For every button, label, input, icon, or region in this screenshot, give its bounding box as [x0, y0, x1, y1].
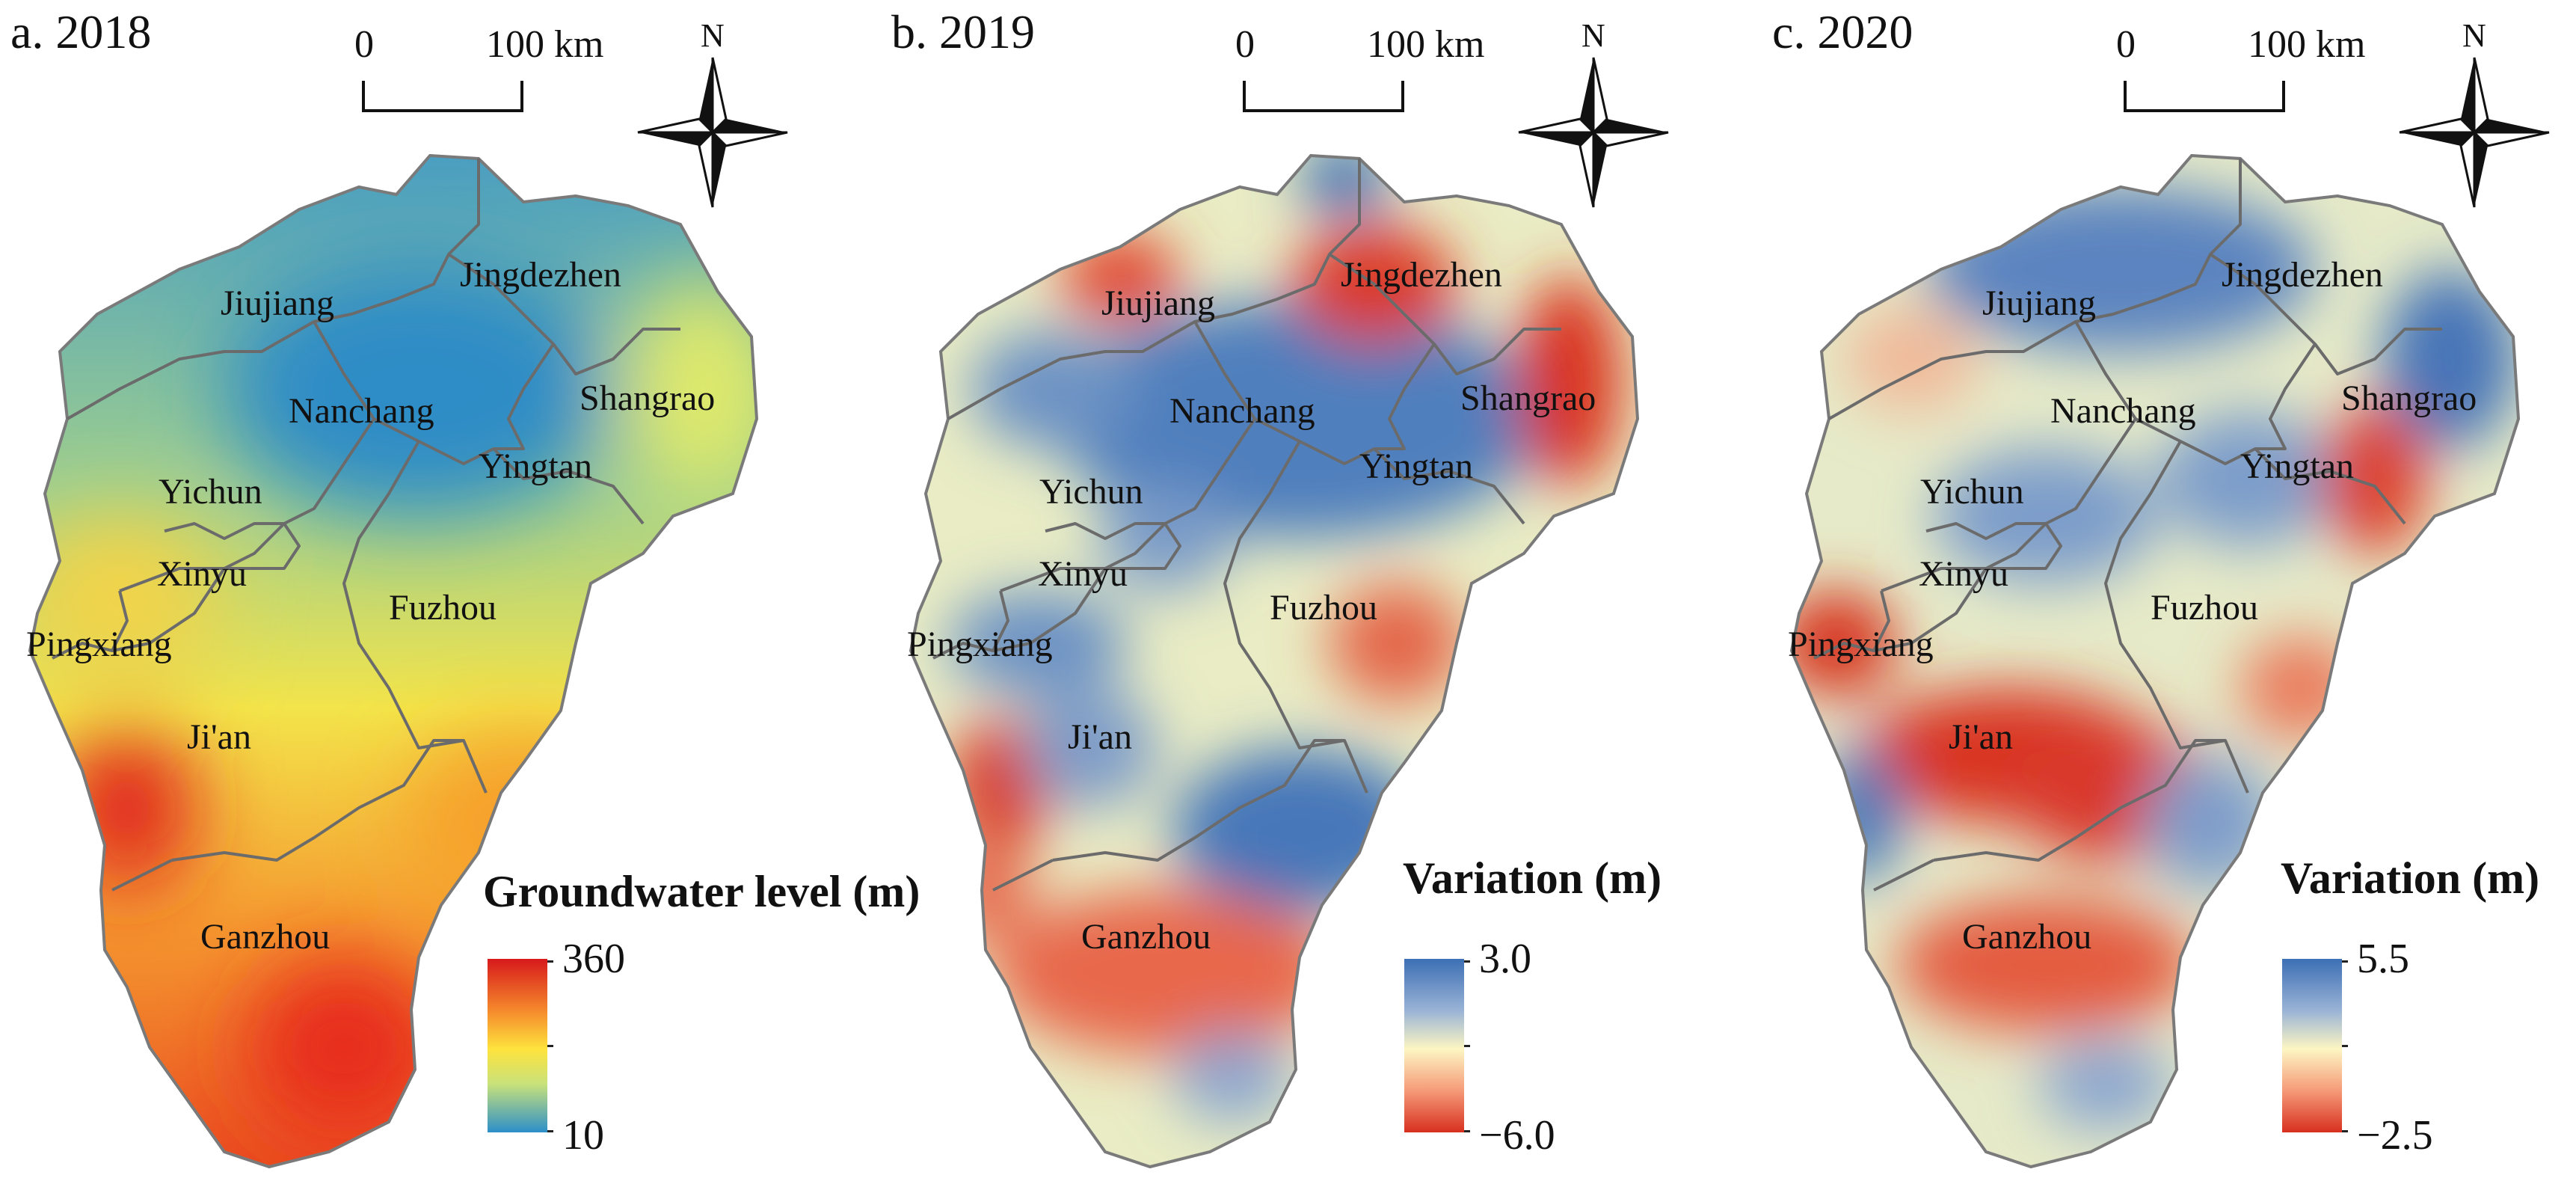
city-label-xinyu: Xinyu [1038, 554, 1128, 594]
scale-zero-label: 0 [1235, 23, 1255, 66]
legend-color-ramp [2282, 959, 2342, 1132]
city-label-shangrao: Shangrao [580, 378, 716, 418]
prefecture-boundaries [932, 159, 1561, 892]
panel-title: a. 2018 [10, 5, 152, 58]
legend-tick-mid [2342, 1045, 2348, 1047]
scale-zero-label: 0 [354, 23, 374, 66]
legend-min-label: −6.0 [1479, 1112, 1555, 1159]
city-label-nanchang: Nanchang [1169, 391, 1315, 431]
city-label-pingxiang: Pingxiang [907, 625, 1053, 664]
legend-tick-max [2342, 960, 2348, 963]
city-label-nanchang: Nanchang [2050, 391, 2196, 431]
scale-bar [2124, 81, 2285, 112]
city-label-pingxiang: Pingxiang [26, 625, 172, 664]
city-label-fuzhou: Fuzhou [389, 588, 497, 628]
city-label-yichun: Yichun [1039, 472, 1143, 512]
legend-tick-mid [547, 1045, 553, 1047]
legend-title: Variation (m) [2281, 853, 2540, 903]
legend-max-label: 3.0 [1479, 936, 1531, 982]
city-label-jingdezhen: Jingdezhen [1341, 255, 1502, 295]
panel-2018: a. 2018 0 100 km N Jiujiang Jingdezhen N… [0, 0, 920, 1184]
city-label-yichun: Yichun [1920, 472, 2024, 512]
north-arrow-icon [637, 57, 788, 208]
north-letter: N [701, 17, 725, 54]
panel-2019: b. 2019 0 100 km N Jiujiang Jingdezhen N… [881, 0, 1739, 1184]
legend-min-label: −2.5 [2357, 1112, 2433, 1159]
map-2018 [28, 154, 758, 1168]
city-label-yingtan: Yingtan [1359, 447, 1473, 486]
city-label-jiujiang: Jiujiang [1982, 283, 2096, 323]
city-label-jingdezhen: Jingdezhen [460, 255, 621, 295]
legend-title: Variation (m) [1403, 853, 1662, 903]
city-label-yingtan: Yingtan [2240, 447, 2354, 486]
city-label-jiujiang: Jiujiang [1101, 283, 1215, 323]
north-letter: N [2462, 17, 2486, 54]
city-label-yichun: Yichun [159, 472, 262, 512]
panel-title: c. 2020 [1772, 5, 1913, 58]
city-label-xinyu: Xinyu [157, 554, 247, 594]
city-label-ganzhou: Ganzhou [1962, 917, 2092, 957]
city-label-jian: Ji'an [1068, 717, 1132, 757]
legend-tick-min [2342, 1130, 2348, 1132]
city-label-shangrao: Shangrao [2341, 378, 2477, 418]
legend-tick-min [547, 1130, 553, 1132]
city-label-jiujiang: Jiujiang [221, 283, 334, 323]
legend-max-label: 5.5 [2357, 936, 2409, 982]
panel-title: b. 2019 [891, 5, 1035, 58]
legend-color-ramp [488, 959, 547, 1132]
legend-tick-max [1464, 960, 1470, 963]
legend-title: Groundwater level (m) [483, 867, 920, 916]
map-2020 [1790, 154, 2520, 1168]
map-2019 [909, 154, 1639, 1168]
north-arrow-icon [1518, 57, 1669, 208]
scale-distance-label: 100 km [2248, 23, 2366, 66]
legend-min-label: 10 [562, 1112, 604, 1159]
panel-2020: c. 2020 0 100 km N Jiujiang Jingdezhen N… [1762, 0, 2576, 1184]
prefecture-boundaries [1813, 159, 2442, 892]
legend-tick-max [547, 960, 553, 963]
city-label-jian: Ji'an [187, 717, 251, 757]
city-label-fuzhou: Fuzhou [1270, 588, 1377, 628]
city-label-ganzhou: Ganzhou [1081, 917, 1211, 957]
legend-tick-min [1464, 1130, 1470, 1132]
city-label-pingxiang: Pingxiang [1788, 625, 1934, 664]
legend-max-label: 360 [562, 936, 625, 982]
legend-tick-mid [1464, 1045, 1470, 1047]
city-label-fuzhou: Fuzhou [2151, 588, 2258, 628]
scale-bar [362, 81, 523, 112]
scale-bar [1243, 81, 1404, 112]
legend-color-ramp [1404, 959, 1464, 1132]
prefecture-boundaries [52, 159, 680, 892]
city-label-ganzhou: Ganzhou [200, 917, 331, 957]
city-label-jian: Ji'an [1949, 717, 2013, 757]
city-label-xinyu: Xinyu [1919, 554, 2008, 594]
city-label-shangrao: Shangrao [1460, 378, 1596, 418]
north-arrow-icon [2399, 57, 2550, 208]
north-letter: N [1581, 17, 1605, 54]
scale-distance-label: 100 km [486, 23, 604, 66]
city-label-nanchang: Nanchang [289, 391, 434, 431]
city-label-jingdezhen: Jingdezhen [2222, 255, 2383, 295]
scale-distance-label: 100 km [1367, 23, 1485, 66]
city-label-yingtan: Yingtan [479, 447, 592, 486]
scale-zero-label: 0 [2116, 23, 2136, 66]
